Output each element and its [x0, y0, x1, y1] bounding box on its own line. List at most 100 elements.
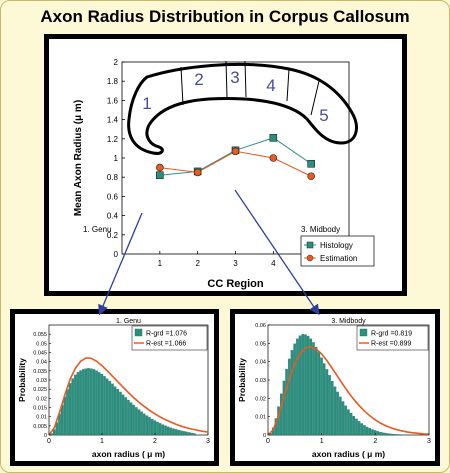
histogram-bar — [279, 393, 283, 436]
histogram-bar — [328, 375, 331, 436]
genu-annotation: 1. Genu — [83, 225, 111, 234]
x-axis-label: axon radius ( μ m) — [92, 449, 165, 459]
histogram-bar — [87, 368, 90, 436]
y-tick-label: 0.06 — [255, 323, 266, 329]
histogram-bar — [76, 372, 80, 436]
y-tick-label: 0.03 — [255, 378, 266, 384]
histogram-bar — [355, 418, 358, 436]
histogram-bar — [357, 421, 361, 436]
x-axis-label: CC Region — [207, 278, 264, 290]
y-tick-label: 0.4 — [107, 212, 119, 221]
histogram-bar — [349, 412, 353, 436]
histogram-title: 3. Midbody — [331, 318, 366, 325]
y-tick-label: 1 — [114, 154, 119, 163]
histogram-bar — [389, 433, 393, 436]
y-axis-label: Mean Axon Radius (μ m) — [73, 100, 84, 216]
histogram-bar — [306, 335, 310, 436]
histogram-bar — [121, 394, 125, 436]
legend-swatch — [134, 328, 143, 337]
histogram-bar — [190, 432, 194, 436]
region-number-label: 3 — [230, 68, 239, 87]
x-tick-label: 3 — [427, 438, 431, 445]
histogram-bar — [352, 416, 356, 436]
histogram-bar — [66, 389, 69, 436]
histogram-bar — [288, 358, 291, 436]
histogram-bar — [398, 434, 401, 436]
histogram-bar — [161, 424, 165, 436]
y-tick-label: 0.015 — [33, 406, 47, 412]
y-tick-label: 0.005 — [33, 424, 47, 430]
histogram-bar — [68, 383, 72, 436]
legend-label: Estimation — [320, 254, 357, 263]
histogram-bar — [384, 433, 388, 436]
histogram-bar — [137, 409, 141, 436]
histogram-bar — [135, 407, 138, 436]
main-chart: 00.20.40.60.811.21.41.61.8212345CC Regio… — [73, 58, 375, 290]
x-tick-label: 3 — [206, 438, 210, 445]
histogram-bar — [142, 413, 146, 436]
histogram-bar — [74, 374, 77, 436]
histogram-bar — [105, 378, 109, 436]
histogram-bar — [320, 357, 323, 436]
histogram-bar — [301, 334, 305, 436]
histogram-bar — [185, 431, 188, 436]
histogram-bar — [52, 429, 56, 436]
legend-label: R-est =1.066 — [146, 341, 186, 348]
histogram-bar — [339, 396, 342, 436]
y-axis-label: Probability — [17, 358, 27, 402]
histogram-bar — [309, 338, 313, 436]
legend-label: Histology — [320, 241, 353, 250]
histogram-bar — [89, 368, 93, 436]
y-tick-label: 0.02 — [255, 396, 266, 402]
legend-marker — [306, 254, 314, 262]
y-tick-label: 2 — [114, 58, 119, 67]
region-divider — [180, 66, 184, 106]
histogram-bar — [322, 363, 326, 436]
region-divider — [225, 60, 228, 98]
data-point-histology — [269, 134, 278, 142]
histogram-bar — [63, 396, 67, 436]
midbody-histogram-chart: 0 0.01 0.02 0.03 0.04 0.05 0.06 0 1 2 3 3. Midbody a… — [237, 318, 431, 459]
histogram-bar — [60, 405, 64, 436]
histogram-bar — [298, 335, 302, 436]
y-tick-label: 0.05 — [36, 341, 47, 347]
y-tick-label: 1.8 — [107, 77, 119, 86]
data-point-estimation — [193, 168, 202, 177]
histogram-bar — [132, 404, 135, 436]
legend-label: R-grd =1.076 — [146, 331, 187, 338]
histogram-bar — [169, 427, 173, 436]
histogram-bar — [95, 370, 98, 436]
y-tick-label: 1.2 — [107, 135, 119, 144]
legend-box — [356, 325, 429, 351]
histogram-bar — [188, 432, 191, 436]
histogram-bar — [153, 420, 157, 436]
histogram-bar — [111, 383, 114, 436]
x-tick-label: 3 — [233, 259, 238, 268]
legend-label: R-est =0.899 — [371, 341, 411, 348]
legend-swatch — [359, 328, 368, 337]
histogram-bar — [293, 343, 296, 436]
region-divider — [310, 80, 320, 116]
histogram-bar — [113, 386, 117, 436]
x-tick-label: 2 — [373, 438, 377, 445]
data-point-estimation — [231, 147, 240, 156]
y-tick-label: 0 — [114, 250, 119, 259]
histogram-bar — [347, 409, 350, 436]
histogram-bar — [124, 397, 127, 436]
y-tick-label: 1.4 — [107, 116, 119, 125]
histogram-bar — [312, 342, 315, 436]
histogram-bar — [100, 374, 104, 436]
region-divider — [244, 60, 247, 98]
y-tick-label: 0.03 — [36, 378, 47, 384]
midbody-histogram-panel: 0 0.01 0.02 0.03 0.04 0.05 0.06 0 1 2 3 3. Midbody a… — [230, 309, 440, 466]
histogram-bar — [363, 425, 366, 436]
histogram-bar — [290, 350, 294, 436]
histogram-bar — [193, 433, 196, 436]
histogram-bar — [92, 369, 96, 436]
data-point-estimation — [156, 163, 164, 172]
histogram-bar — [296, 338, 299, 436]
data-point-estimation — [269, 154, 278, 162]
histogram-bar — [79, 370, 82, 436]
series-line-histology — [159, 137, 312, 176]
x-tick-label: 2 — [153, 438, 157, 445]
